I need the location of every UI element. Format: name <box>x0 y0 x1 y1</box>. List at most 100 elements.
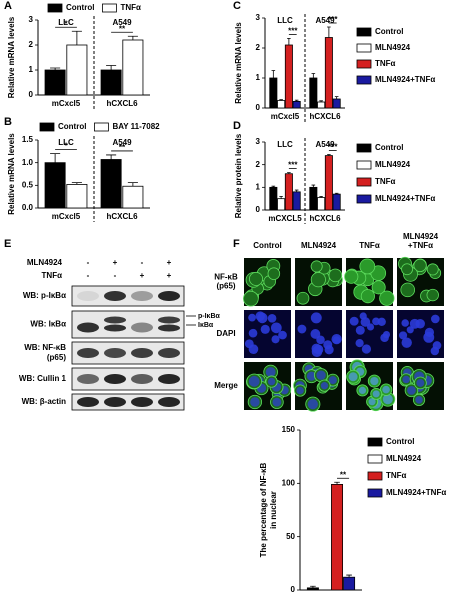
nucleus <box>270 322 282 334</box>
bar <box>309 77 318 109</box>
panel-label: F <box>233 238 240 250</box>
treatment-sign: - <box>87 271 90 280</box>
bar <box>284 173 293 211</box>
nucleus <box>348 372 358 382</box>
nucleus <box>415 396 423 404</box>
nucleus <box>311 343 322 354</box>
error-bar <box>327 26 331 38</box>
cell <box>360 289 375 304</box>
error-bar <box>106 154 117 160</box>
blot-band <box>131 291 153 301</box>
y-tick-label: 100 <box>282 478 296 487</box>
nucleus <box>260 324 270 334</box>
error-bar <box>50 67 61 70</box>
y-tick-label: 150 <box>282 425 296 434</box>
nucleus <box>399 331 408 340</box>
row-label: (p65) <box>216 282 235 291</box>
x-tick-label: hCXCL6 <box>309 112 341 121</box>
y-tick-label: 1.0 <box>22 158 34 167</box>
row-label: NF-κB <box>214 273 238 282</box>
x-tick-label: mCxcl5 <box>52 99 81 108</box>
bar <box>324 155 333 211</box>
y-tick-label: 1 <box>256 73 261 82</box>
y-tick-label: 3 <box>256 13 261 22</box>
legend-label: BAY 11-7082 <box>112 122 160 131</box>
bar <box>292 191 301 211</box>
blot-band <box>104 374 126 384</box>
legend-swatch <box>356 177 372 187</box>
nucleus <box>401 319 409 327</box>
band-label: IκBα <box>198 322 214 329</box>
legend-swatch <box>102 3 117 13</box>
nucleus <box>306 371 316 381</box>
nucleus <box>359 312 367 320</box>
column-label: TNFα <box>359 241 380 250</box>
bar <box>324 37 333 109</box>
blot-band <box>77 348 99 358</box>
blot-band <box>77 397 99 407</box>
error-bar <box>71 182 82 185</box>
error-bar <box>127 182 138 187</box>
nucleus <box>382 385 390 394</box>
nucleus <box>355 325 365 335</box>
cell <box>248 271 263 286</box>
group-label: LLC <box>58 138 74 147</box>
bar <box>309 186 318 211</box>
nucleus <box>296 386 304 395</box>
cell <box>310 272 326 288</box>
blot-band <box>158 316 180 324</box>
cell <box>426 263 439 276</box>
bar <box>122 185 144 209</box>
blot-row-label: WB: NF-κB <box>24 343 66 352</box>
blot-band <box>131 397 153 407</box>
legend-swatch <box>367 454 383 464</box>
y-tick-label: 0 <box>256 103 261 112</box>
nucleus <box>349 316 359 326</box>
blot-row-label: WB: p-IκBα <box>23 291 66 300</box>
nucleus <box>407 386 416 395</box>
bar <box>332 193 341 211</box>
nucleus <box>248 313 256 322</box>
treatment-label: MLN4924 <box>27 258 63 267</box>
bar <box>44 69 66 96</box>
error-bar <box>50 153 61 163</box>
error-bar <box>106 65 117 70</box>
error-bar <box>279 99 283 101</box>
error-bar <box>127 35 138 40</box>
cell <box>310 260 323 273</box>
legend-label: Control <box>66 3 94 12</box>
blot-strip <box>71 285 185 307</box>
legend-swatch <box>356 143 372 153</box>
treatment-sign: - <box>141 258 144 267</box>
bar <box>66 184 88 209</box>
x-tick-label: mCXCL5 <box>268 214 302 223</box>
legend-swatch <box>356 43 372 53</box>
significance-label: *** <box>288 27 298 36</box>
y-tick-label: 2 <box>256 160 261 169</box>
error-bar <box>271 70 276 78</box>
legend-label: MLN4924 <box>386 454 422 463</box>
blot-band <box>104 316 126 324</box>
y-axis-label: in nuclear <box>269 491 278 529</box>
cell <box>400 282 416 298</box>
bar <box>306 587 319 591</box>
blot-strip <box>71 367 185 391</box>
column-label: MLN4924 <box>301 241 337 250</box>
error-bar <box>294 99 299 102</box>
legend-swatch <box>367 488 383 498</box>
group-label: LLC <box>58 18 74 27</box>
legend-label: MLN4924+TNFα <box>386 488 446 497</box>
bar <box>331 483 344 591</box>
x-tick-label: hCXCL6 <box>309 214 341 223</box>
error-bar <box>287 38 291 45</box>
y-tick-label: 50 <box>286 532 295 541</box>
nucleus <box>272 397 282 407</box>
treatment-sign: + <box>140 271 145 280</box>
y-tick-label: 0 <box>256 205 261 214</box>
legend-label: TNFα <box>375 177 396 186</box>
group-label: LLC <box>277 140 293 149</box>
legend-label: MLN4924 <box>375 43 411 52</box>
significance-label: ** <box>119 24 126 33</box>
row-label: Merge <box>214 381 238 390</box>
nucleus <box>267 313 277 323</box>
